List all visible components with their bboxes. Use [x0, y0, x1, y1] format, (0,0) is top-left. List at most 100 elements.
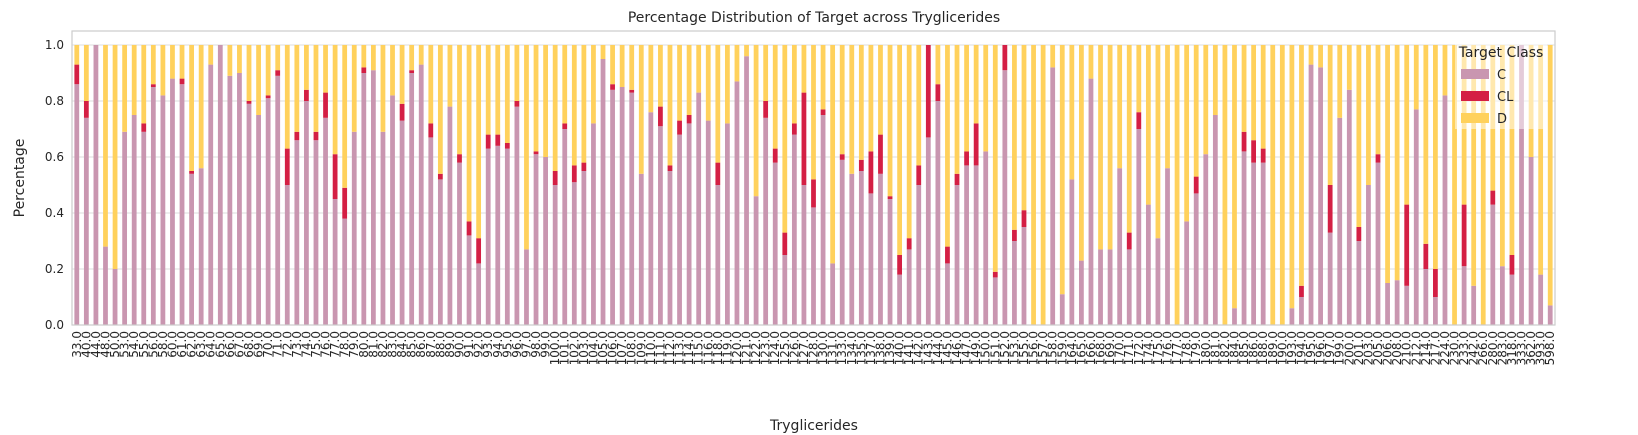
x-tick-label: 139.0: [883, 331, 897, 365]
bar-segment: [112, 269, 118, 325]
bar-segment: [1040, 45, 1046, 325]
x-tick-label: 193.0: [1285, 331, 1299, 365]
bar-segment: [916, 185, 922, 325]
x-tick-label: 104.0: [586, 331, 600, 365]
bar-segment: [1356, 241, 1362, 325]
bar-segment: [619, 87, 625, 325]
bar-segment: [992, 271, 998, 278]
x-tick-label: 242.0: [1467, 331, 1481, 365]
bar-segment: [648, 45, 654, 113]
bar-segment: [74, 64, 80, 85]
bar-segment: [141, 131, 147, 325]
x-tick-label: 124.0: [768, 331, 782, 365]
x-tick-label: 158.0: [1046, 331, 1060, 365]
bar-segment: [457, 162, 462, 325]
bar-segment: [466, 235, 472, 325]
bar-segment: [1002, 70, 1008, 325]
bar-segment: [935, 45, 941, 85]
bar-segment: [753, 45, 759, 197]
bar-segment: [150, 84, 156, 87]
bar-segment: [1031, 45, 1036, 325]
bar-segment: [858, 45, 864, 160]
bar-segment: [150, 87, 156, 325]
bar-segment: [677, 134, 682, 325]
bar-segment: [878, 134, 883, 174]
bar-segment: [1471, 285, 1477, 325]
bar-segment: [562, 129, 568, 325]
x-tick-label: 188.0: [1256, 331, 1270, 365]
bar-segment: [744, 56, 749, 325]
x-tick-label: 126.0: [787, 331, 801, 365]
bar-segment: [1461, 266, 1467, 325]
bar-segment: [1509, 274, 1515, 325]
x-tick-label: 112.0: [663, 331, 677, 365]
bar-segment: [1203, 45, 1209, 155]
bar-segment: [1394, 45, 1400, 281]
bar-segment: [476, 263, 482, 325]
bar-segment: [284, 45, 290, 149]
x-tick-label: 97.0: [519, 331, 533, 358]
bar-segment: [1021, 45, 1027, 211]
bar-segment: [1385, 45, 1390, 283]
x-tick-label: 89.0: [443, 331, 457, 358]
bar-segment: [437, 179, 443, 325]
bar-segment: [1509, 255, 1515, 275]
bar-segment: [275, 75, 281, 325]
bar-segment: [313, 131, 319, 141]
x-tick-label: 96.0: [510, 331, 524, 358]
bar-segment: [1184, 221, 1190, 325]
bar-segment: [1480, 45, 1486, 325]
bar-segment: [571, 45, 577, 166]
x-tick-label: 53.0: [118, 331, 132, 358]
bar-segment: [772, 45, 778, 149]
bar-segment: [1375, 45, 1381, 155]
x-tick-label: 144.0: [931, 331, 945, 365]
bar-segment: [1366, 45, 1371, 185]
bar-segment: [256, 45, 261, 115]
bar-segment: [1308, 64, 1314, 325]
x-tick-label: 102.0: [567, 331, 581, 365]
bar-segment: [820, 45, 826, 110]
bar-segment: [1461, 204, 1467, 267]
bar-segment: [74, 45, 80, 65]
bar-segment: [744, 45, 749, 57]
x-tick-label: 54.0: [127, 331, 141, 358]
bar-segment: [390, 45, 395, 96]
bar-segment: [638, 173, 644, 325]
bar-segment: [916, 45, 922, 166]
x-tick-label: 114.0: [682, 331, 696, 365]
bar-segment: [1012, 241, 1017, 325]
bar-segment: [677, 45, 682, 121]
bar-segment: [648, 112, 654, 325]
x-tick-label: 99.0: [539, 331, 553, 358]
bar-segment: [1318, 67, 1323, 326]
bar-segment: [820, 115, 826, 325]
x-tick-label: 77.0: [328, 331, 342, 358]
bar-segment: [323, 117, 328, 325]
x-tick-label: 194.0: [1294, 331, 1308, 365]
bar-segment: [514, 106, 520, 325]
bar-segment: [906, 238, 912, 250]
bar-segment: [715, 162, 721, 185]
bar-segment: [1126, 232, 1132, 250]
bar-segment: [973, 45, 979, 124]
x-tick-label: 64.0: [204, 331, 218, 358]
x-tick-label: 86.0: [414, 331, 428, 358]
bar-segment: [485, 45, 491, 135]
x-tick-label: 81.0: [366, 331, 380, 358]
bar-segment: [504, 45, 510, 143]
bar-segment: [1299, 297, 1304, 325]
bar-segment: [1059, 45, 1065, 295]
bar-segment: [179, 84, 185, 325]
bar-segment: [1232, 308, 1237, 325]
bar-segment: [1385, 283, 1390, 325]
bar-segment: [476, 238, 482, 264]
bar-segment: [1251, 162, 1257, 325]
bar-segment: [897, 274, 903, 325]
bar-segment: [332, 45, 338, 155]
bar-segment: [313, 45, 319, 132]
bar-segment: [1442, 95, 1448, 326]
bar-segment: [428, 45, 434, 124]
bar-segment: [1318, 45, 1323, 68]
x-tick-label: 56.0: [146, 331, 160, 358]
